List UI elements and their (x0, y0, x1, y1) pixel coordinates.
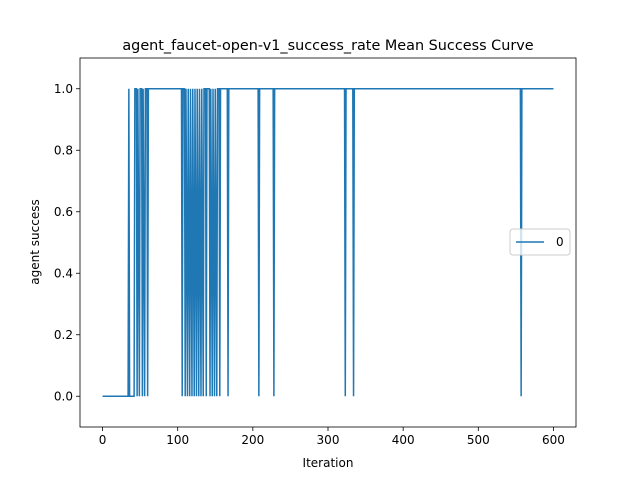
x-tick-label: 0 (99, 433, 107, 447)
y-tick-label: 0.6 (54, 205, 73, 219)
x-axis-label: Iteration (303, 456, 354, 470)
y-tick-label: 1.0 (54, 82, 73, 96)
line-series (102, 88, 554, 397)
y-tick-label: 0.8 (54, 143, 73, 157)
x-tick-label: 600 (542, 433, 565, 447)
x-tick-label: 100 (166, 433, 189, 447)
plot-frame (79, 57, 577, 428)
x-tick-label: 200 (241, 433, 264, 447)
y-tick-label: 0.0 (54, 389, 73, 403)
y-tick-label: 0.2 (54, 328, 73, 342)
x-tick-label: 500 (467, 433, 490, 447)
legend-label: 0 (556, 235, 564, 249)
y-tick-label: 0.4 (54, 266, 73, 280)
x-tick-label: 300 (317, 433, 340, 447)
y-axis-label: agent success (28, 199, 42, 284)
chart-title: agent_faucet-open-v1_success_rate Mean S… (122, 38, 533, 54)
x-tick-label: 400 (392, 433, 415, 447)
